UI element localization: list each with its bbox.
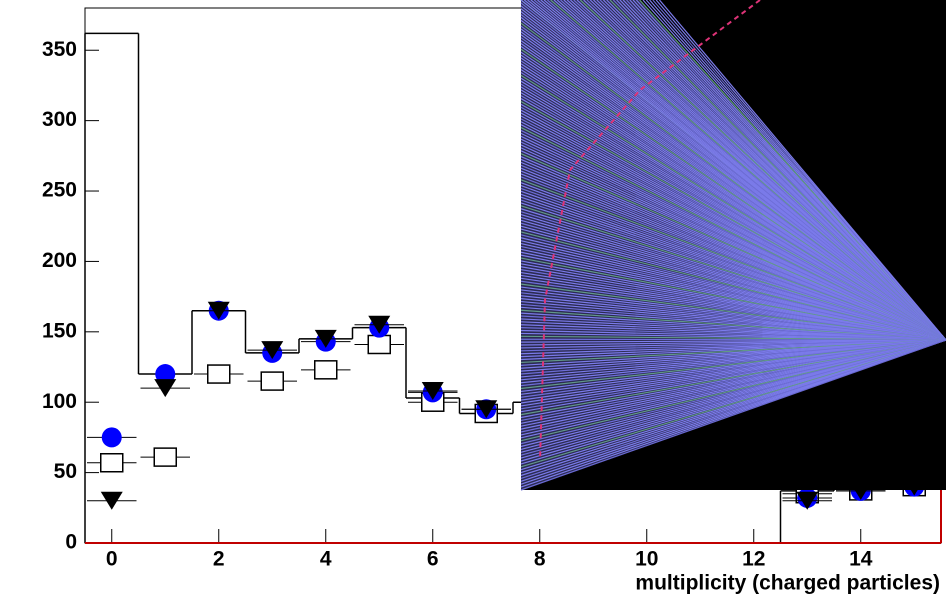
marker-triangle: [314, 329, 337, 348]
x-tick-label: 6: [427, 548, 439, 571]
event-display-image: [520, 0, 946, 491]
y-tick-label: 150: [42, 319, 77, 342]
y-tick-label: 0: [65, 531, 77, 554]
y-tick-label: 250: [42, 179, 77, 202]
x-axis-label: multiplicity (charged particles): [635, 572, 940, 595]
y-tick-label: 300: [42, 108, 77, 131]
marker-triangle: [154, 379, 177, 398]
y-tick-label: 50: [54, 460, 77, 483]
marker-circle: [101, 427, 122, 448]
y-tick-label: 100: [42, 390, 77, 413]
x-tick-label: 0: [106, 548, 118, 571]
x-tick-label: 12: [742, 548, 765, 571]
marker-square: [367, 334, 391, 355]
marker-square: [100, 453, 124, 473]
x-tick-label: 4: [320, 548, 332, 571]
marker-square: [207, 364, 231, 384]
x-tick-label: 14: [849, 548, 873, 571]
track-line: [520, 339, 946, 491]
y-tick-label: 350: [42, 38, 77, 61]
marker-triangle: [207, 301, 230, 320]
marker-triangle: [475, 400, 498, 419]
red-track: [539, 0, 761, 461]
marker-triangle: [368, 315, 391, 334]
marker-circle: [155, 364, 176, 385]
x-tick-label: 10: [635, 548, 658, 571]
marker-square: [260, 371, 284, 391]
marker-square: [314, 360, 338, 380]
marker-triangle: [796, 491, 819, 510]
x-tick-label: 8: [534, 548, 546, 571]
event-display-fan: [521, 0, 946, 490]
marker-triangle: [421, 381, 444, 400]
y-tick-label: 200: [42, 249, 77, 272]
x-tick-label: 2: [213, 548, 225, 571]
track-line: [659, 0, 946, 341]
marker-triangle: [100, 491, 123, 510]
marker-triangle: [261, 341, 284, 360]
marker-square: [153, 447, 177, 467]
